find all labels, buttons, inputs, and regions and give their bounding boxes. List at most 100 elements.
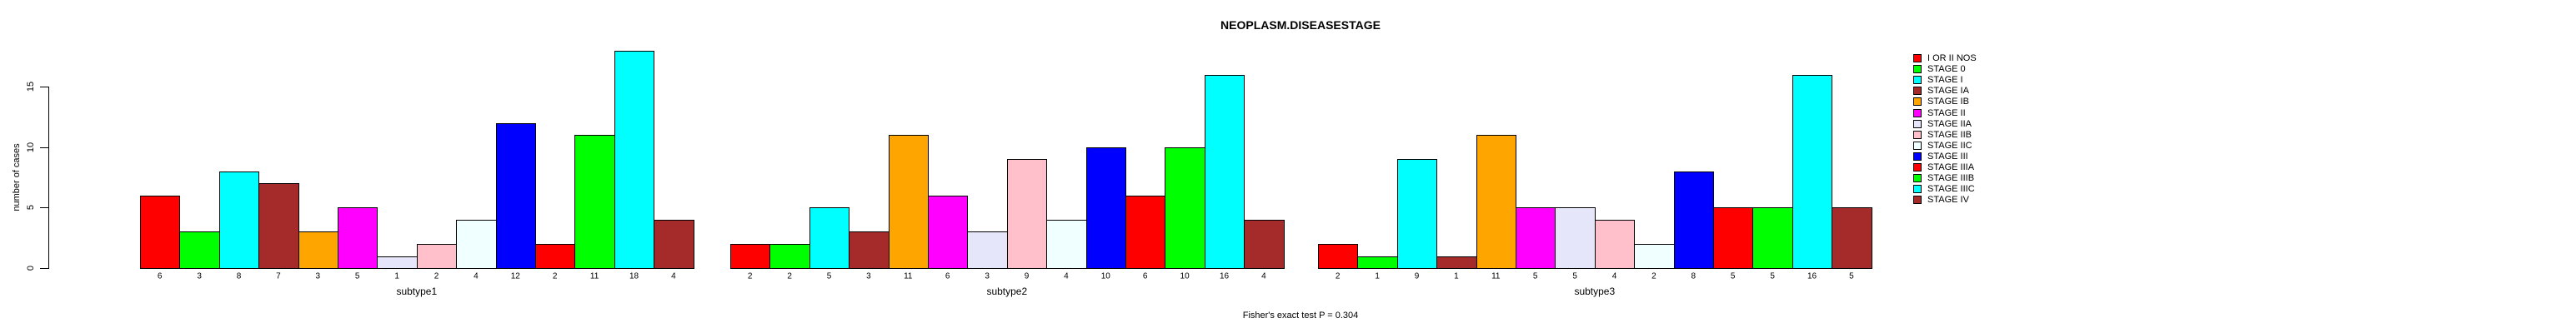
legend-color-swatch (1913, 130, 1922, 139)
bar-value-label: 4 (671, 271, 676, 281)
chart-title: NEOPLASM.DISEASESTAGE (1220, 18, 1381, 32)
bar-value-label: 10 (1180, 271, 1190, 281)
legend-item-label: STAGE IIA (1927, 118, 1972, 129)
bar (1046, 219, 1087, 269)
legend-color-swatch (1913, 141, 1922, 150)
bar (535, 243, 576, 269)
bar-value-label: 4 (1261, 271, 1266, 281)
bar (1357, 256, 1398, 269)
legend-color-swatch (1913, 87, 1922, 96)
bar (574, 135, 615, 269)
bar-value-label: 8 (236, 271, 242, 281)
legend-item-label: STAGE IIB (1927, 129, 1972, 140)
x-group-label: subtype1 (396, 286, 438, 297)
bar (495, 122, 536, 269)
legend-item-label: STAGE 0 (1927, 64, 1966, 75)
fisher-test-note: Fisher's exact test P = 0.304 (1242, 311, 1359, 321)
bar (1204, 74, 1245, 269)
bar-value-label: 5 (826, 271, 832, 281)
bar-value-label: 11 (904, 271, 913, 281)
legend-color-swatch (1913, 196, 1922, 205)
bar (654, 219, 694, 269)
bar-value-label: 5 (1532, 271, 1538, 281)
bar (769, 243, 810, 269)
bar-value-label: 2 (434, 271, 439, 281)
bar-value-label: 16 (1807, 271, 1817, 281)
bar-value-label: 1 (1454, 271, 1459, 281)
bar-value-label: 3 (197, 271, 202, 281)
bar-value-label: 2 (552, 271, 558, 281)
y-axis-tick-label: 15 (26, 81, 36, 92)
bar (967, 231, 1008, 269)
legend-item-label: STAGE II (1927, 107, 1966, 118)
legend-item-label: STAGE III (1927, 151, 1968, 162)
bar (140, 195, 181, 269)
bar-value-label: 11 (1491, 271, 1501, 281)
legend-item-label: STAGE I (1927, 75, 1963, 86)
bar-value-label: 2 (747, 271, 753, 281)
y-axis-tick-label: 0 (26, 265, 36, 271)
bar (614, 50, 655, 269)
bar-value-label: 9 (1024, 271, 1030, 281)
legend-item-label: STAGE IIIB (1927, 173, 1975, 184)
legend-color-swatch (1913, 97, 1922, 107)
bar-value-label: 11 (589, 271, 599, 281)
bar-value-label: 9 (1414, 271, 1420, 281)
bar (1516, 207, 1556, 269)
bar-value-label: 18 (629, 271, 639, 281)
bar-value-label: 5 (1572, 271, 1577, 281)
bar (258, 183, 299, 269)
bar-value-label: 5 (354, 271, 360, 281)
bar (377, 256, 418, 269)
bar (928, 195, 969, 269)
legend-item-label: STAGE IB (1927, 97, 1969, 107)
bar (1634, 243, 1675, 269)
bar-value-label: 6 (945, 271, 950, 281)
bar (1396, 159, 1438, 269)
legend-color-swatch (1913, 119, 1922, 128)
bar-value-label: 2 (1335, 271, 1341, 281)
bar (1555, 207, 1596, 269)
legend-color-swatch (1913, 163, 1922, 171)
bar (1085, 147, 1126, 269)
bar (179, 231, 220, 269)
y-axis-tick-label: 5 (26, 205, 36, 211)
legend-color-swatch (1913, 108, 1922, 117)
bar (888, 135, 929, 269)
bar (1165, 147, 1205, 269)
bar-value-label: 5 (1849, 271, 1854, 281)
bar (1244, 219, 1285, 269)
legend-color-swatch (1913, 54, 1922, 62)
bar-value-label: 1 (1375, 271, 1380, 281)
legend-item-label: STAGE IA (1927, 86, 1969, 97)
y-axis-tick (40, 207, 48, 209)
x-group-label: subtype3 (1574, 286, 1616, 297)
bar-value-label: 3 (985, 271, 990, 281)
y-axis-tick-label: 10 (26, 142, 36, 152)
bar-value-label: 5 (1770, 271, 1775, 281)
bar-value-label: 4 (474, 271, 479, 281)
bar (1318, 243, 1359, 269)
bar-value-label: 4 (1064, 271, 1069, 281)
bar-value-label: 1 (394, 271, 399, 281)
bar-value-label: 10 (1100, 271, 1110, 281)
legend-color-swatch (1913, 174, 1922, 183)
bar (1752, 207, 1793, 269)
y-axis-label: number of cases (12, 143, 22, 211)
bar (416, 243, 458, 269)
legend-color-swatch (1913, 76, 1922, 85)
bar (1792, 74, 1833, 269)
y-axis-tick (40, 147, 48, 148)
legend-item-label: STAGE IIIA (1927, 162, 1975, 172)
bar-value-label: 6 (1142, 271, 1148, 281)
bar (1673, 171, 1714, 269)
x-group-label: subtype2 (986, 286, 1028, 297)
legend-item-label: I OR II NOS (1927, 53, 1977, 63)
bar (218, 171, 260, 269)
bar (730, 243, 771, 269)
bar (298, 231, 338, 269)
bar (1832, 207, 1872, 269)
bar (849, 231, 890, 269)
legend-item-label: STAGE IIC (1927, 140, 1972, 151)
legend-color-swatch (1913, 65, 1922, 74)
